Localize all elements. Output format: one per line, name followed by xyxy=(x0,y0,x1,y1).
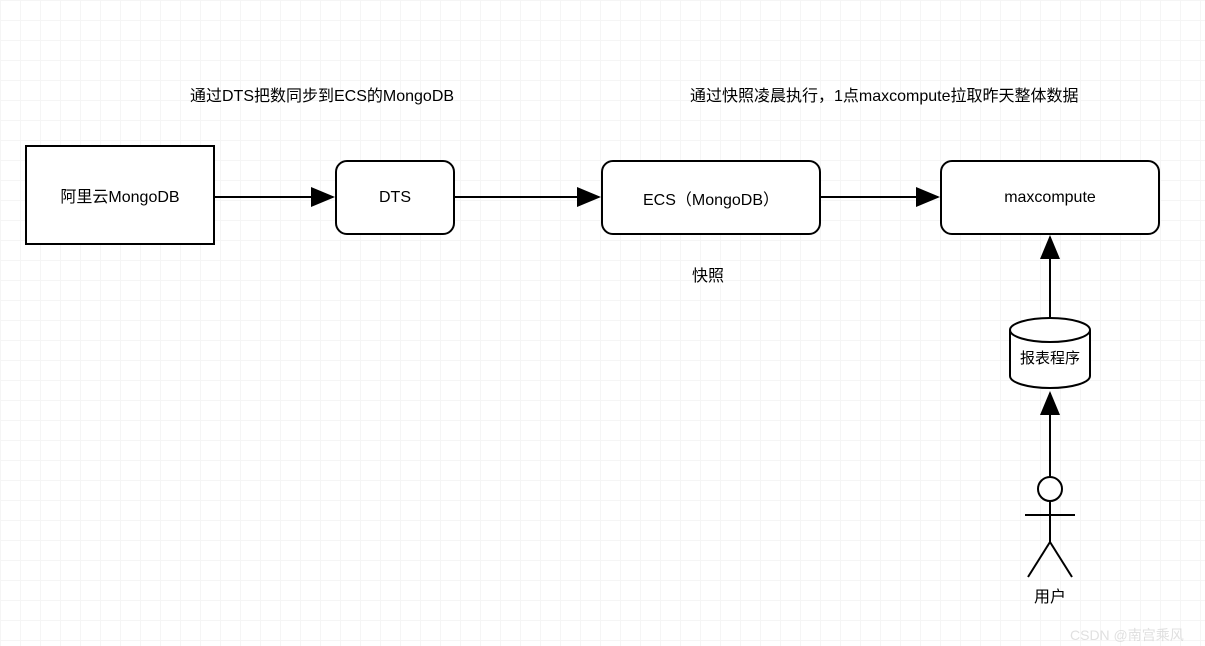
node-dts: DTS xyxy=(335,160,455,235)
node-maxc: maxcompute xyxy=(940,160,1160,235)
database-cylinder: 报表程序 xyxy=(1010,318,1090,388)
node-mongo: 阿里云MongoDB xyxy=(25,145,215,245)
node-ecs: ECS（MongoDB） xyxy=(601,160,821,235)
cylinder-label: 报表程序 xyxy=(1020,350,1080,367)
user-stickman: 用户 xyxy=(1025,477,1075,606)
watermark-text: CSDN @南宫乘风 xyxy=(1070,625,1184,645)
stickman-label: 用户 xyxy=(1034,588,1066,606)
annotation-0: 通过DTS把数同步到ECS的MongoDB xyxy=(190,82,454,106)
annotation-1: 通过快照凌晨执行，1点maxcompute拉取昨天整体数据 xyxy=(690,82,1079,106)
annotation-2: 快照 xyxy=(692,262,724,286)
